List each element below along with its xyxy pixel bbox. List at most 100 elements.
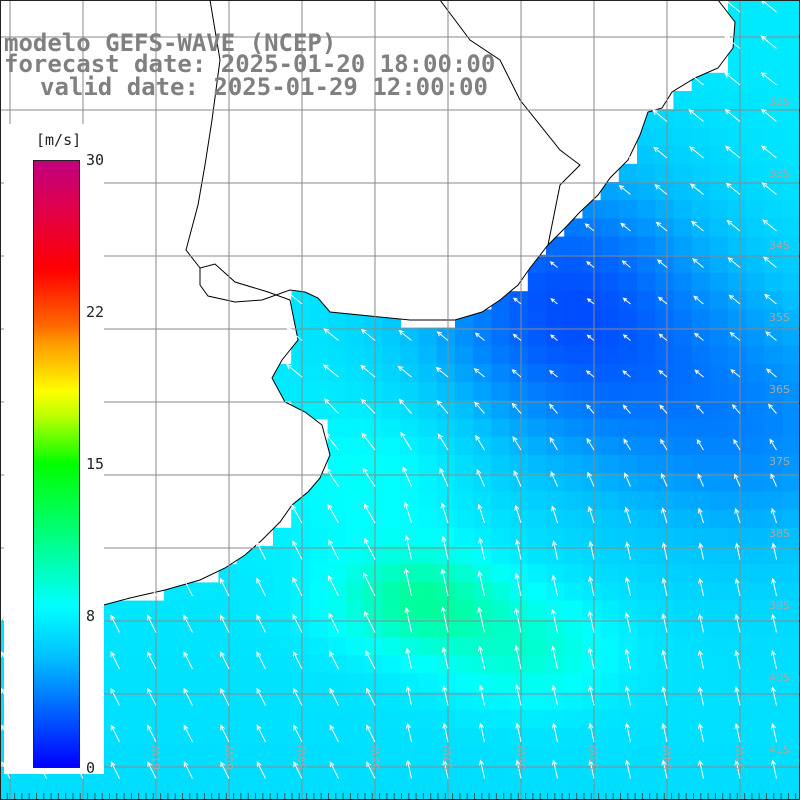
field-cell [673, 127, 693, 147]
field-cell [637, 218, 656, 238]
field-cell [546, 382, 565, 401]
field-cell [236, 746, 256, 765]
wind-vector [293, 761, 303, 779]
field-cell [127, 673, 147, 693]
field-cell [91, 782, 110, 800]
field-cell [145, 746, 165, 765]
longitude-label: 53W [734, 745, 747, 770]
field-cell [709, 200, 729, 219]
field-cell [546, 782, 565, 800]
wind-vector [760, 72, 777, 86]
wind-vector [725, 182, 741, 195]
wind-vector [147, 761, 157, 779]
wind-vector [514, 684, 522, 706]
field-cell [637, 236, 656, 256]
longitude-label: 58W [369, 745, 382, 770]
field-cell [782, 327, 800, 347]
wind-vector [478, 537, 485, 560]
field-cell [600, 436, 620, 456]
field-cell [182, 782, 201, 800]
field-cell [691, 764, 711, 784]
field-cell [527, 309, 547, 329]
field-cell [182, 637, 201, 656]
field-cell [564, 309, 583, 329]
wind-vector [697, 473, 704, 487]
field-cell [436, 327, 456, 347]
field-cell [182, 746, 201, 765]
wind-vector [110, 687, 120, 706]
field-cell [527, 673, 547, 693]
wind-vector [657, 296, 668, 305]
field-cell [345, 709, 365, 729]
field-cell [382, 691, 401, 711]
wind-vector [734, 542, 741, 560]
field-cell [673, 691, 693, 711]
field-cell [491, 764, 511, 784]
field-cell [764, 455, 784, 474]
field-cell [782, 455, 800, 474]
field-cell [746, 709, 765, 729]
field-cell [182, 764, 201, 784]
field-cell [782, 764, 800, 784]
field-cell [764, 491, 784, 511]
field-cell [509, 327, 529, 347]
field-cell [564, 418, 583, 438]
field-cell [527, 473, 547, 492]
field-cell [618, 364, 638, 383]
wind-vector [587, 505, 595, 524]
field-cell [400, 491, 420, 511]
field-cell [455, 655, 474, 674]
field-cell [655, 309, 674, 329]
field-cell [564, 491, 583, 511]
field-cell [254, 564, 274, 583]
wind-vector [360, 398, 376, 414]
wind-vector [329, 687, 339, 706]
field-cell [418, 764, 438, 784]
field-cell [618, 382, 638, 401]
field-cell [764, 182, 784, 201]
wind-vector [478, 759, 485, 779]
wind-vector [734, 613, 741, 633]
wind-vector [397, 365, 412, 378]
latitude-label: 39S [769, 599, 790, 612]
title-valid-date: valid date: 2025-01-29 12:00:00 [40, 73, 488, 101]
field-cell [673, 109, 693, 128]
field-cell [709, 618, 729, 638]
field-cell [400, 345, 420, 365]
field-cell [163, 600, 183, 620]
field-cell [473, 709, 492, 729]
field-cell [400, 673, 420, 693]
field-cell [509, 709, 529, 729]
field-cell [600, 327, 620, 347]
field-cell [691, 109, 711, 128]
wind-vector [220, 724, 230, 743]
field-cell [436, 364, 456, 383]
field-cell [364, 327, 383, 347]
field-cell [455, 473, 474, 492]
field-cell [691, 327, 711, 347]
field-cell [400, 709, 420, 729]
field-cell [709, 400, 729, 420]
field-cell [345, 582, 365, 602]
field-cell [655, 291, 674, 310]
field-cell [728, 254, 747, 274]
field-cell [673, 709, 693, 729]
wind-vector [256, 651, 266, 670]
field-cell [782, 200, 800, 219]
field-cell [527, 491, 547, 511]
field-cell [746, 200, 765, 219]
wind-vector [441, 535, 449, 560]
field-cell [345, 764, 365, 784]
field-cell [0, 782, 19, 800]
wind-vector [360, 328, 376, 341]
field-cell [218, 637, 238, 656]
field-cell [746, 600, 765, 620]
field-cell [746, 455, 765, 474]
field-cell [691, 473, 711, 492]
field-cell [582, 764, 602, 784]
field-cell [182, 618, 201, 638]
longitude-label: 60W [223, 745, 236, 770]
field-cell [436, 691, 456, 711]
wind-vector [550, 608, 558, 633]
wind-vector [698, 542, 704, 560]
